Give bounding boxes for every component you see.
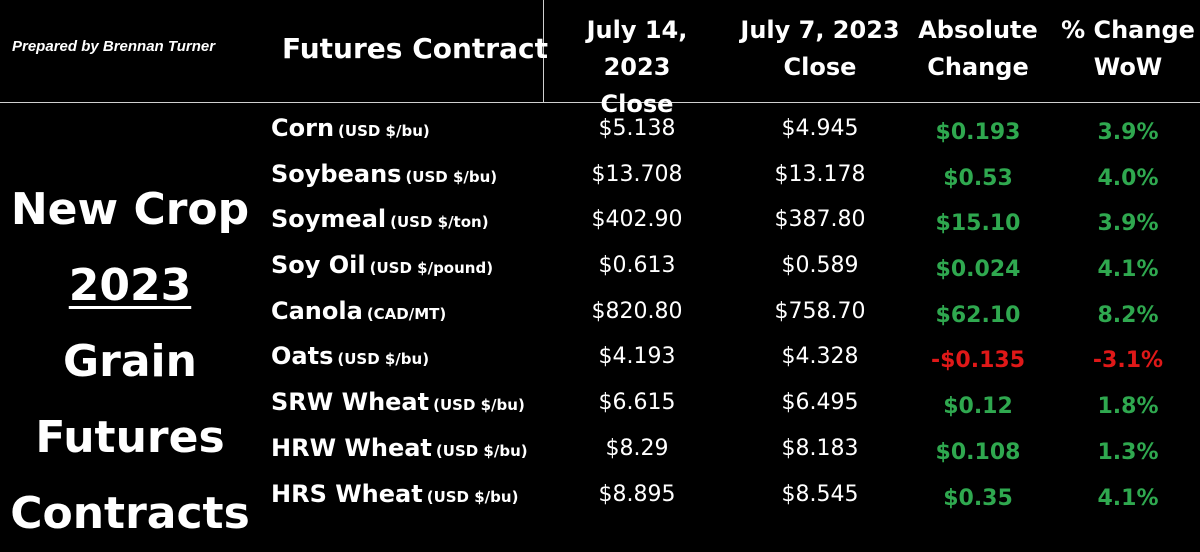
header-july-14-close-label: Close <box>600 90 674 118</box>
absolute-change-value: $0.35 <box>943 485 1013 511</box>
header-absolute-change: Absolute Change <box>908 12 1048 86</box>
header-wow-label: WoW <box>1093 53 1163 81</box>
title-year: 2023 <box>68 260 192 311</box>
contract-unit: (USD $/bu) <box>405 167 498 186</box>
table-row: Oats (USD $/bu) $4.193 $4.328 -$0.135 -3.1% <box>0 336 1200 382</box>
absolute-change-value: $0.53 <box>943 165 1013 191</box>
contract-unit: (USD $/bu) <box>337 350 430 369</box>
july-14-close-value: $4.193 <box>598 344 676 370</box>
contract-name: HRW Wheat (USD $/bu) <box>271 434 528 462</box>
percent-change-value: 8.2% <box>1097 302 1159 328</box>
header-absolute-label: Absolute <box>918 16 1038 44</box>
absolute-change-value: $0.193 <box>935 120 1021 145</box>
july-14-close-value: $6.615 <box>598 390 676 416</box>
contract-label: Oats <box>271 342 334 371</box>
contract-label: SRW Wheat <box>271 388 430 417</box>
absolute-change-value: $0.12 <box>943 394 1013 420</box>
contract-label: Soybeans <box>271 159 402 188</box>
contract-unit: (USD $/ton) <box>390 213 489 232</box>
contract-unit: (USD $/bu) <box>435 441 528 460</box>
contract-name: Corn (USD $/bu) <box>271 114 430 142</box>
header-july-14-date: July 14, 2023 <box>586 16 688 81</box>
contract-unit: (CAD/MT) <box>366 304 447 323</box>
header-july-14-close: July 14, 2023 Close <box>552 12 722 123</box>
title-grain: Grain <box>63 336 197 387</box>
contract-unit: (USD $/bu) <box>338 122 430 140</box>
contract-name: Canola (CAD/MT) <box>271 297 446 325</box>
contract-name: SRW Wheat (USD $/bu) <box>271 388 525 416</box>
july-14-close-value: $402.90 <box>591 207 683 233</box>
july-14-close-value: $8.895 <box>598 481 676 507</box>
contract-name: Soy Oil (USD $/pound) <box>271 251 493 279</box>
july-14-close-value: $8.29 <box>605 435 669 461</box>
table-row: Soy Oil (USD $/pound) $0.613 $0.589 $0.024 4.… <box>0 245 1200 291</box>
contract-name: Soybeans (USD $/bu) <box>271 160 497 188</box>
july-7-close-value: $6.495 <box>781 390 859 416</box>
table-row: SRW Wheat (USD $/bu) $6.615 $6.495 $0.12 1.8% <box>0 382 1200 428</box>
contract-name: HRS Wheat (USD $/bu) <box>271 480 518 508</box>
percent-change-value: 4.1% <box>1097 257 1159 283</box>
july-14-close-value: $820.80 <box>591 298 683 324</box>
july-14-close-value: $0.613 <box>598 253 676 279</box>
header-divider-vertical <box>543 0 544 102</box>
absolute-change-value: $0.108 <box>935 439 1021 465</box>
header-july-7-close: July 7, 2023 Close <box>735 12 905 86</box>
table-row: HRW Wheat (USD $/bu) $8.29 $8.183 $0.108 1.3% <box>0 428 1200 474</box>
july-7-close-value: $387.80 <box>774 207 866 233</box>
percent-change-value: 4.1% <box>1097 485 1159 511</box>
contract-label: HRS Wheat <box>271 479 423 508</box>
title-line-2: 2023 Grain <box>0 248 260 400</box>
table-row: Canola (CAD/MT) $820.80 $758.70 $62.10 8.2% <box>0 291 1200 337</box>
july-7-close-value: $4.945 <box>781 116 859 141</box>
table-row: Soybeans (USD $/bu) $13.708 $13.178 $0.53 4.0… <box>0 154 1200 200</box>
header-percent-label: % Change <box>1061 16 1195 44</box>
header-futures-contract: Futures Contract <box>282 32 548 65</box>
header-change-label: Change <box>927 53 1029 81</box>
contract-label: Soy Oil <box>271 251 366 280</box>
header-divider-horizontal <box>0 102 1200 103</box>
absolute-change-value: $15.10 <box>935 211 1021 237</box>
header-july-7-close-label: Close <box>783 53 857 81</box>
absolute-change-value: -$0.135 <box>930 348 1026 374</box>
percent-change-value: -3.1% <box>1092 348 1164 374</box>
futures-table-body: Corn (USD $/bu) $5.138 $4.945 $0.193 3.9% Soyb… <box>0 108 1200 519</box>
july-7-close-value: $4.328 <box>781 344 859 370</box>
percent-change-value: 4.0% <box>1097 165 1159 191</box>
header-july-7-date: July 7, 2023 <box>740 16 900 44</box>
percent-change-value: 1.8% <box>1097 394 1159 420</box>
percent-change-value: 3.9% <box>1097 211 1159 237</box>
july-7-close-value: $8.545 <box>781 481 859 507</box>
july-7-close-value: $13.178 <box>774 161 866 187</box>
credit-text: Prepared by Brennan Turner <box>12 38 216 55</box>
july-7-close-value: $8.183 <box>781 435 859 461</box>
percent-change-value: 3.9% <box>1097 120 1159 145</box>
contract-label: Corn <box>271 114 335 142</box>
header-percent-change: % Change WoW <box>1058 12 1198 86</box>
percent-change-value: 1.3% <box>1097 439 1159 465</box>
table-row: Corn (USD $/bu) $5.138 $4.945 $0.193 3.9% <box>0 108 1200 154</box>
contract-label: Soymeal <box>271 205 387 234</box>
july-7-close-value: $0.589 <box>781 253 859 279</box>
contract-label: Canola <box>271 296 363 325</box>
july-14-close-value: $5.138 <box>598 116 676 141</box>
contract-label: HRW Wheat <box>271 433 432 462</box>
table-row: Soymeal (USD $/ton) $402.90 $387.80 $15.10 3.… <box>0 199 1200 245</box>
contract-unit: (USD $/pound) <box>369 259 494 278</box>
title-line-3: Futures <box>35 412 225 463</box>
table-row: HRS Wheat (USD $/bu) $8.895 $8.545 $0.35 4.1% <box>0 474 1200 520</box>
july-14-close-value: $13.708 <box>591 161 683 187</box>
contract-name: Oats (USD $/bu) <box>271 342 429 370</box>
absolute-change-value: $62.10 <box>935 302 1021 328</box>
absolute-change-value: $0.024 <box>935 257 1021 283</box>
july-7-close-value: $758.70 <box>774 298 866 324</box>
contract-unit: (USD $/bu) <box>433 396 525 415</box>
title-line-1: New Crop <box>10 184 250 235</box>
contract-unit: (USD $/bu) <box>426 487 519 506</box>
contract-name: Soymeal (USD $/ton) <box>271 205 489 233</box>
